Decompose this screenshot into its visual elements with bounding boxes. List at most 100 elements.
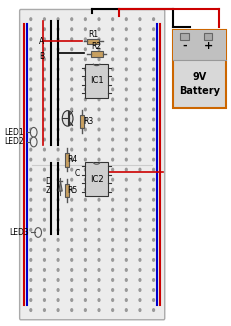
Circle shape (111, 68, 113, 71)
Circle shape (98, 18, 100, 21)
Circle shape (111, 98, 113, 101)
Circle shape (98, 279, 100, 281)
Circle shape (30, 168, 32, 171)
Bar (179, 33, 188, 40)
Circle shape (138, 88, 140, 91)
Circle shape (84, 118, 86, 121)
Circle shape (57, 38, 59, 40)
Circle shape (152, 168, 154, 171)
Circle shape (152, 208, 154, 211)
Circle shape (98, 38, 100, 40)
Circle shape (152, 279, 154, 281)
Circle shape (57, 148, 59, 151)
Circle shape (111, 269, 113, 271)
Circle shape (125, 48, 127, 51)
Circle shape (111, 199, 113, 201)
Circle shape (57, 218, 59, 221)
Circle shape (70, 68, 72, 71)
Circle shape (98, 289, 100, 291)
Circle shape (43, 199, 45, 201)
Circle shape (43, 229, 45, 231)
Circle shape (70, 188, 72, 191)
Circle shape (30, 127, 37, 137)
Circle shape (57, 68, 59, 71)
Circle shape (111, 28, 113, 31)
Circle shape (125, 289, 127, 291)
Circle shape (98, 138, 100, 141)
Circle shape (30, 279, 32, 281)
Circle shape (98, 188, 100, 191)
Circle shape (30, 78, 32, 81)
Circle shape (84, 88, 86, 91)
Circle shape (84, 208, 86, 211)
Circle shape (70, 218, 72, 221)
Bar (172, 30, 225, 108)
Circle shape (152, 138, 154, 141)
Circle shape (57, 279, 59, 281)
Circle shape (43, 249, 45, 251)
Circle shape (111, 229, 113, 231)
Circle shape (43, 18, 45, 21)
Circle shape (125, 178, 127, 181)
Circle shape (30, 18, 32, 21)
Text: IC2: IC2 (89, 175, 103, 184)
Circle shape (125, 18, 127, 21)
Circle shape (125, 309, 127, 311)
Circle shape (57, 28, 59, 31)
Circle shape (43, 68, 45, 71)
Circle shape (98, 148, 100, 151)
Circle shape (111, 188, 113, 191)
Circle shape (138, 38, 140, 40)
Circle shape (70, 48, 72, 51)
Circle shape (30, 148, 32, 151)
Circle shape (111, 138, 113, 141)
Circle shape (138, 289, 140, 291)
Circle shape (111, 108, 113, 111)
Circle shape (152, 299, 154, 301)
Circle shape (125, 249, 127, 251)
Circle shape (70, 178, 72, 181)
Circle shape (138, 188, 140, 191)
Text: IC1: IC1 (89, 76, 103, 85)
Circle shape (138, 58, 140, 61)
Circle shape (98, 88, 100, 91)
Circle shape (43, 138, 45, 141)
Circle shape (70, 239, 72, 241)
Circle shape (111, 128, 113, 131)
Circle shape (30, 38, 32, 40)
Circle shape (152, 309, 154, 311)
Circle shape (125, 148, 127, 151)
Text: Battery: Battery (178, 86, 219, 96)
Circle shape (57, 108, 59, 111)
Circle shape (84, 38, 86, 40)
Circle shape (138, 299, 140, 301)
Circle shape (70, 199, 72, 201)
Circle shape (57, 309, 59, 311)
Circle shape (111, 48, 113, 51)
Circle shape (111, 279, 113, 281)
Circle shape (84, 249, 86, 251)
Circle shape (70, 108, 72, 111)
Circle shape (70, 299, 72, 301)
Circle shape (84, 138, 86, 141)
FancyBboxPatch shape (20, 9, 164, 320)
Circle shape (138, 239, 140, 241)
Circle shape (30, 299, 32, 301)
Circle shape (125, 68, 127, 71)
Text: B: B (39, 52, 44, 62)
Circle shape (125, 78, 127, 81)
Circle shape (98, 168, 100, 171)
Circle shape (70, 98, 72, 101)
Circle shape (84, 28, 86, 31)
Text: LED1: LED1 (5, 128, 24, 137)
Circle shape (57, 188, 59, 191)
Circle shape (84, 158, 86, 161)
Circle shape (57, 239, 59, 241)
Circle shape (98, 158, 100, 161)
Circle shape (111, 239, 113, 241)
Circle shape (57, 168, 59, 171)
Circle shape (70, 38, 72, 40)
Circle shape (152, 259, 154, 261)
Circle shape (70, 78, 72, 81)
Circle shape (43, 148, 45, 151)
